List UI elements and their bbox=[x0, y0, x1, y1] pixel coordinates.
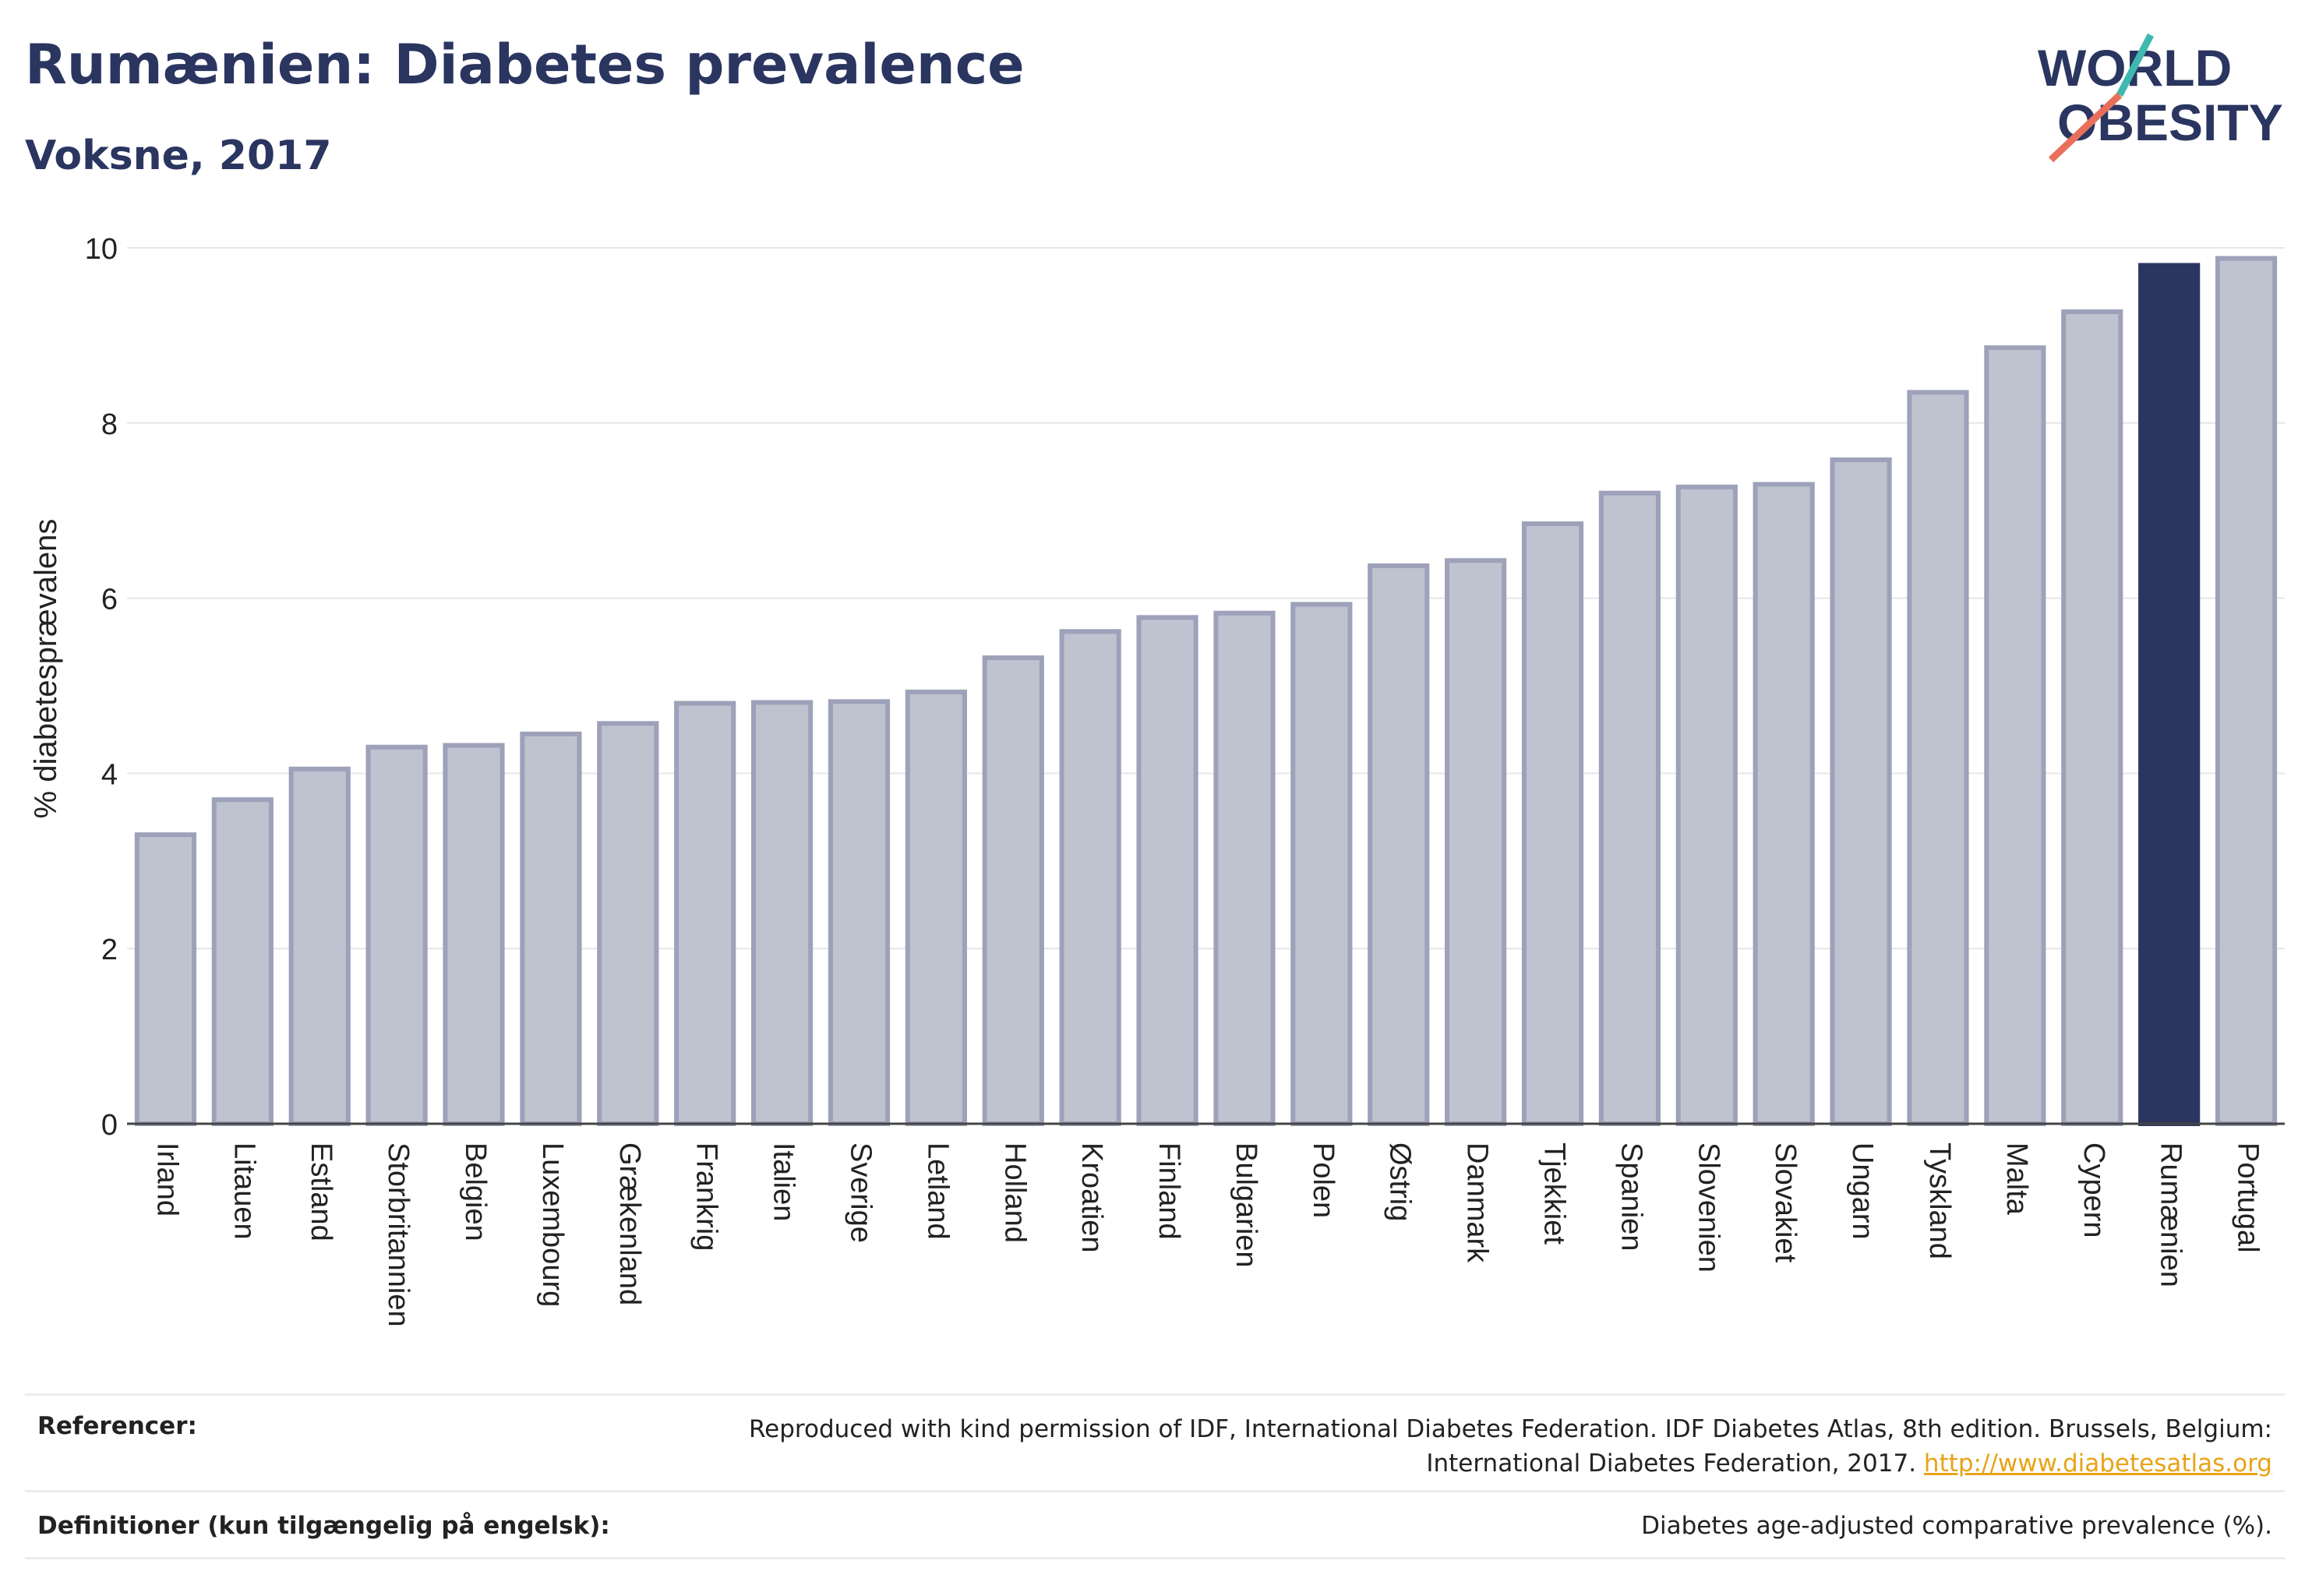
bar-luxembourg[interactable] bbox=[520, 731, 582, 1126]
world-obesity-logo: WORLD OBESITY bbox=[2038, 33, 2283, 163]
bar-frankrig[interactable] bbox=[674, 701, 736, 1126]
x-tick-label: Kroatien bbox=[1075, 1142, 1108, 1253]
x-tick-label: Frankrig bbox=[690, 1142, 723, 1251]
x-tick-label: Portugal bbox=[2232, 1142, 2264, 1253]
bar-sverige[interactable] bbox=[828, 699, 891, 1126]
bar-italien[interactable] bbox=[750, 700, 814, 1126]
bar-estland[interactable] bbox=[288, 766, 351, 1127]
references-text: Reproduced with kind permission of IDF, … bbox=[749, 1415, 2272, 1478]
y-tick-label: 2 bbox=[101, 934, 118, 966]
x-tick-label: Estland bbox=[305, 1142, 337, 1241]
x-tick-label: Storbritannien bbox=[382, 1142, 415, 1327]
definitions-label: Definitioner (kun tilgængelig på engelsk… bbox=[37, 1512, 610, 1540]
x-tick-label: Slovakiet bbox=[1769, 1142, 1802, 1263]
bar-malta[interactable] bbox=[1984, 345, 2046, 1126]
bar-belgien[interactable] bbox=[443, 743, 505, 1126]
x-tick-label: Rumænien bbox=[2155, 1142, 2187, 1287]
x-tick-label: Danmark bbox=[1461, 1142, 1494, 1263]
bar-finland[interactable] bbox=[1136, 615, 1198, 1126]
x-tick-label: Cypern bbox=[2077, 1142, 2110, 1238]
bar-bulgarien[interactable] bbox=[1213, 610, 1276, 1126]
footer-divider-bottom bbox=[25, 1557, 2285, 1559]
logo-teal-stroke bbox=[2116, 33, 2154, 97]
bar-spanien[interactable] bbox=[1598, 490, 1661, 1126]
references-link[interactable]: http://www.diabetesatlas.org bbox=[1923, 1449, 2272, 1478]
footer-divider-mid bbox=[25, 1490, 2285, 1492]
bar-tyskland[interactable] bbox=[1907, 390, 1969, 1126]
references-text-block: Reproduced with kind permission of IDF, … bbox=[636, 1412, 2272, 1481]
bar-polen[interactable] bbox=[1290, 602, 1353, 1126]
x-tick-label: Slovenien bbox=[1692, 1142, 1724, 1273]
bar-rumænien[interactable] bbox=[2138, 263, 2201, 1127]
bars bbox=[134, 256, 2278, 1127]
x-tick-label: Tjekkiet bbox=[1538, 1142, 1571, 1245]
x-tick-label: Letland bbox=[921, 1142, 954, 1240]
bar-grækenland[interactable] bbox=[597, 721, 659, 1126]
x-tick-label: Irland bbox=[150, 1142, 183, 1216]
bar-holland[interactable] bbox=[982, 655, 1044, 1126]
bar-ungarn[interactable] bbox=[1830, 457, 1892, 1126]
y-tick-label: 10 bbox=[85, 233, 118, 266]
references-label: Referencer: bbox=[37, 1412, 197, 1440]
references-row: Referencer: Reproduced with kind permiss… bbox=[25, 1396, 2285, 1488]
bar-litauen[interactable] bbox=[211, 797, 274, 1126]
y-tick-label: 6 bbox=[101, 584, 118, 616]
x-tick-label: Belgien bbox=[459, 1142, 492, 1241]
x-tick-label: Sverige bbox=[844, 1142, 877, 1243]
x-tick-label: Bulgarien bbox=[1230, 1142, 1262, 1268]
bar-slovakiet[interactable] bbox=[1753, 482, 1815, 1126]
bar-tjekkiet[interactable] bbox=[1521, 521, 1584, 1126]
bar-slovenien[interactable] bbox=[1675, 484, 1738, 1126]
x-tick-label: Spanien bbox=[1615, 1142, 1647, 1251]
x-tick-label: Italien bbox=[768, 1142, 800, 1221]
y-tick-label: 8 bbox=[101, 408, 118, 441]
definitions-row: Definitioner (kun tilgængelig på engelsk… bbox=[25, 1493, 2285, 1555]
bar-irland[interactable] bbox=[134, 832, 197, 1126]
x-tick-label: Østrig bbox=[1384, 1142, 1417, 1221]
footer-divider-top bbox=[25, 1393, 2285, 1396]
x-tick-label: Finland bbox=[1152, 1142, 1185, 1240]
x-tick-label: Holland bbox=[998, 1142, 1031, 1243]
definitions-text: Diabetes age-adjusted comparative preval… bbox=[1641, 1512, 2272, 1540]
bar-storbritannien[interactable] bbox=[365, 744, 428, 1126]
bar-cypern[interactable] bbox=[2061, 309, 2123, 1126]
bar-chart: 0 2 4 6 8 10 Irland Litauen Estland Storbritannie… bbox=[29, 233, 2285, 1327]
x-tick-label: Tyskland bbox=[1923, 1142, 1956, 1259]
x-tick-label: Polen bbox=[1307, 1142, 1340, 1218]
bar-danmark[interactable] bbox=[1445, 558, 1507, 1126]
x-tick-label: Malta bbox=[2000, 1142, 2033, 1216]
x-tick-label: Litauen bbox=[228, 1142, 260, 1240]
bar-letland[interactable] bbox=[905, 689, 967, 1126]
page-title: Rumænien: Diabetes prevalence bbox=[25, 33, 1025, 97]
y-tick-label: 4 bbox=[101, 758, 118, 791]
bar-kroatien[interactable] bbox=[1059, 629, 1121, 1126]
logo-coral-stroke bbox=[2048, 92, 2123, 163]
tick-labels: 0 2 4 6 8 10 Irland Litauen Estland Storbritannie… bbox=[85, 233, 2264, 1327]
x-tick-label: Grækenland bbox=[613, 1142, 646, 1305]
y-axis-label: % diabetesprævalens bbox=[29, 519, 63, 819]
x-tick-label: Ungarn bbox=[1846, 1142, 1879, 1240]
x-tick-label: Luxembourg bbox=[536, 1142, 569, 1307]
y-tick-label: 0 bbox=[101, 1109, 118, 1142]
bar-østrig[interactable] bbox=[1368, 563, 1430, 1126]
page-subtitle: Voksne, 2017 bbox=[25, 132, 332, 179]
bar-portugal[interactable] bbox=[2215, 256, 2278, 1126]
